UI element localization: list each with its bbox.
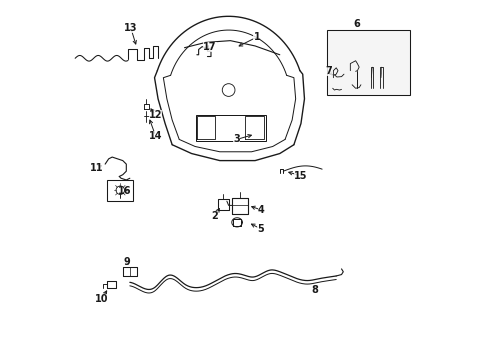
Text: 7: 7 <box>325 66 331 76</box>
Text: 2: 2 <box>211 211 218 221</box>
Text: 10: 10 <box>95 294 108 304</box>
Text: 17: 17 <box>203 42 216 51</box>
Bar <box>107 180 133 201</box>
Text: 4: 4 <box>258 205 264 215</box>
Text: 3: 3 <box>233 134 240 144</box>
Text: 16: 16 <box>118 186 131 196</box>
Text: 1: 1 <box>253 32 260 42</box>
Text: 15: 15 <box>294 171 307 181</box>
Text: 14: 14 <box>148 131 162 141</box>
Bar <box>195 115 266 141</box>
Text: 8: 8 <box>311 285 318 295</box>
Text: 12: 12 <box>148 110 162 120</box>
Text: 11: 11 <box>90 163 103 173</box>
Text: 6: 6 <box>353 19 359 29</box>
Text: 5: 5 <box>257 224 263 234</box>
Text: 9: 9 <box>124 257 130 267</box>
Bar <box>327 30 409 95</box>
Text: 13: 13 <box>124 23 137 33</box>
